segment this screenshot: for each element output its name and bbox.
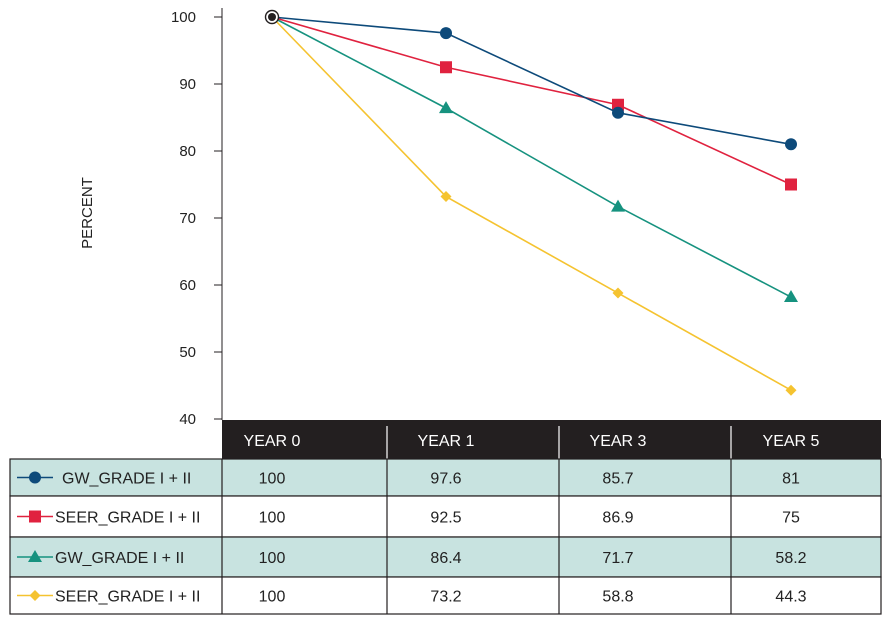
table-row: SEER_GRADE I + II 100 73.2 58.8 44.3 <box>9 576 882 615</box>
series-label: SEER_GRADE I + II <box>55 589 200 606</box>
table-cell: 100 <box>259 471 286 488</box>
series-layer <box>264 9 798 396</box>
column-header: YEAR 3 <box>590 433 647 450</box>
y-tick-label: 90 <box>179 76 196 93</box>
table-cell: 73.2 <box>430 589 461 606</box>
table-cell: 86.9 <box>602 510 633 527</box>
table-header-bg <box>222 420 881 459</box>
data-point-diamond <box>785 384 797 396</box>
table-row-bg <box>9 495 882 538</box>
y-tick-label: 80 <box>179 143 196 160</box>
series-1 <box>271 16 797 151</box>
table-cell: 71.7 <box>602 550 633 567</box>
table-row-bg <box>9 536 882 578</box>
series-line <box>271 16 792 298</box>
table-row: SEER_GRADE I + II 100 92.5 86.9 75 <box>9 495 882 538</box>
table-cell: 85.7 <box>602 471 633 488</box>
series-line <box>271 16 792 186</box>
y-axis-ticks: 40 50 60 70 80 90 100 <box>171 9 222 428</box>
data-point-circle <box>785 138 797 151</box>
y-tick-label: 50 <box>179 344 196 361</box>
series-3 <box>271 16 798 303</box>
data-point-triangle <box>611 199 625 212</box>
series-label: SEER_GRADE I + II <box>55 510 200 527</box>
start-point-dot <box>268 13 276 21</box>
table-cell: 100 <box>259 589 286 606</box>
table-cell: 92.5 <box>430 510 461 527</box>
table-row-bg <box>9 576 882 615</box>
y-tick-label: 70 <box>179 210 196 227</box>
data-point-square <box>440 61 452 74</box>
series-label: GW_GRADE I + II <box>55 550 184 567</box>
data-point-triangle <box>28 550 42 562</box>
y-tick-label: 40 <box>179 411 196 428</box>
data-point-square <box>29 510 41 523</box>
data-point-triangle <box>784 290 798 303</box>
column-header: YEAR 5 <box>763 433 820 450</box>
legend-key <box>17 550 53 562</box>
column-header: YEAR 0 <box>244 433 301 450</box>
table-cell: 44.3 <box>775 589 806 606</box>
data-point-diamond <box>440 191 452 203</box>
data-point-diamond <box>29 590 41 601</box>
column-header: YEAR 1 <box>418 433 475 450</box>
legend-key <box>17 590 53 601</box>
table-cell: 81 <box>782 471 800 488</box>
legend-key <box>17 471 53 484</box>
table-row: GW_GRADE I + II 100 86.4 71.7 58.2 <box>9 536 882 578</box>
data-point-circle <box>612 106 624 119</box>
table-cell: 100 <box>259 550 286 567</box>
legend-key <box>17 510 53 523</box>
series-line <box>271 16 792 391</box>
series-4 <box>271 16 797 396</box>
series-line <box>271 16 792 146</box>
table-cell: 75 <box>782 510 800 527</box>
data-point-diamond <box>612 287 624 299</box>
series-2 <box>271 16 797 191</box>
table-cell: 86.4 <box>430 550 461 567</box>
table-cell: 100 <box>259 510 286 527</box>
table-cell: 58.2 <box>775 550 806 567</box>
table-row: GW_GRADE I + II 100 97.6 85.7 81 <box>9 458 882 497</box>
y-axis-label: PERCENT <box>79 177 96 249</box>
table-cell: 97.6 <box>430 471 461 488</box>
data-point-circle <box>440 27 452 40</box>
data-point-square <box>785 178 797 191</box>
start-point-marker <box>264 9 280 25</box>
data-point-circle <box>29 471 41 484</box>
series-label: GW_GRADE I + II <box>62 471 191 488</box>
y-tick-label: 60 <box>179 277 196 294</box>
data-table: YEAR 0 YEAR 1 YEAR 3 YEAR 5 GW_GRADE I + II 1… <box>9 420 882 615</box>
table-cell: 58.8 <box>602 589 633 606</box>
y-tick-label: 100 <box>171 9 196 26</box>
data-point-triangle <box>439 101 453 114</box>
